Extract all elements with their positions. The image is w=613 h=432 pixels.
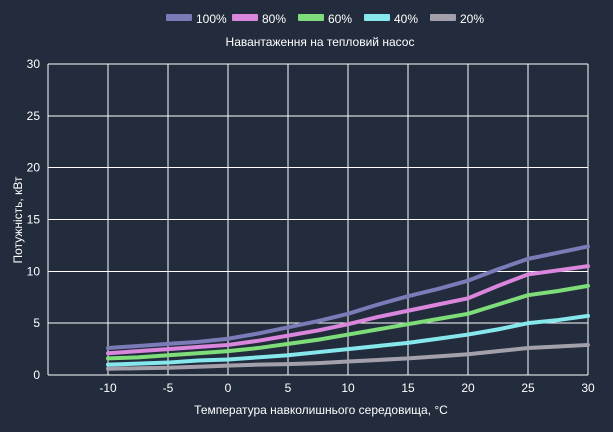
x-axis-title: Температура навколишнього середовища, °C [194, 403, 448, 417]
legend-item[interactable]: 60% [298, 12, 352, 26]
x-tick-label: -10 [99, 381, 117, 395]
legend-swatch [232, 14, 258, 21]
y-tick-label: 15 [27, 213, 41, 227]
x-tick-label: 0 [225, 381, 232, 395]
x-tick-label: 30 [581, 381, 595, 395]
x-tick-label: 20 [461, 381, 475, 395]
legend-swatch [298, 14, 324, 21]
legend-label: 20% [460, 12, 484, 26]
y-tick-label: 5 [33, 316, 40, 330]
y-axis-title: Потужність, кВт [11, 176, 25, 263]
legend-label: 80% [262, 12, 286, 26]
y-tick-label: 10 [27, 264, 41, 278]
chart-title: Навантаження на тепловий насос [226, 35, 415, 49]
x-axis-ticks: -10 -5 0 5 10 15 20 25 30 [99, 381, 595, 395]
x-tick-label: 15 [401, 381, 415, 395]
legend: 100% 80% 60% 40% 20% [166, 12, 484, 26]
x-tick-label: 5 [285, 381, 292, 395]
legend-label: 60% [328, 12, 352, 26]
x-tick-label: -5 [163, 381, 174, 395]
legend-item[interactable]: 40% [364, 12, 418, 26]
x-tick-label: 10 [341, 381, 355, 395]
y-tick-label: 20 [27, 161, 41, 175]
legend-item[interactable]: 80% [232, 12, 286, 26]
x-tick-label: 25 [521, 381, 535, 395]
series-line-20-percent [106, 342, 590, 371]
legend-swatch [364, 14, 390, 21]
legend-swatch [166, 14, 192, 21]
y-axis-ticks: 0 5 10 15 20 25 30 [27, 57, 41, 382]
y-tick-label: 25 [27, 109, 41, 123]
series-lines [106, 244, 590, 371]
y-tick-label: 0 [33, 368, 40, 382]
legend-item[interactable]: 100% [166, 12, 227, 26]
series-line-100-percent [106, 244, 590, 351]
legend-item[interactable]: 20% [430, 12, 484, 26]
legend-swatch [430, 14, 456, 21]
y-tick-label: 30 [27, 57, 41, 71]
legend-label: 40% [394, 12, 418, 26]
series-line-40-percent [106, 313, 590, 367]
series-line-80-percent [106, 264, 590, 356]
series-line-60-percent [106, 283, 590, 361]
legend-label: 100% [196, 12, 227, 26]
